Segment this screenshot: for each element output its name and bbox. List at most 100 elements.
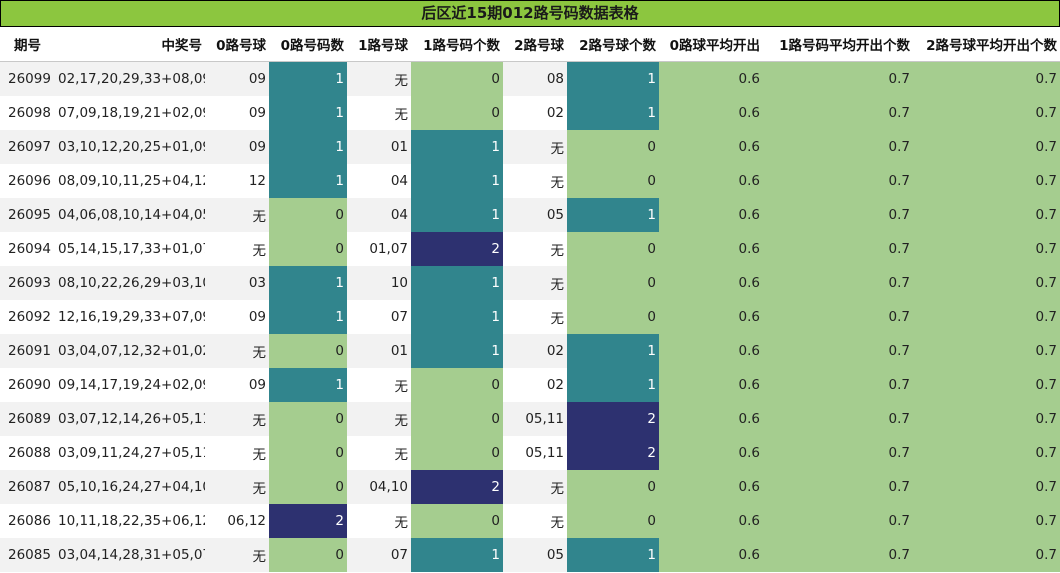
- route1-average-cell: 0.7: [763, 96, 913, 130]
- table-row: 26089 03,07,12,14,26+05,11 无 0 无 0 05,11 2 0.6 0.…: [0, 402, 1060, 436]
- header-route2-average: 2路号球平均开出个数: [913, 27, 1060, 62]
- issue-cell: 26090: [0, 368, 55, 402]
- route0-count-cell: 1: [269, 266, 347, 300]
- route0-average-cell: 0.6: [659, 436, 763, 470]
- route2-count-cell: 0: [567, 470, 659, 504]
- route2-balls-cell: 02: [503, 96, 567, 130]
- table-row: 26095 04,06,08,10,14+04,05 无 0 04 1 05 1 0.6 0.7 0…: [0, 198, 1060, 232]
- route0-count-cell: 1: [269, 61, 347, 96]
- route1-count-cell: 1: [411, 164, 503, 198]
- route2-balls-cell: 无: [503, 266, 567, 300]
- route0-balls-cell: 无: [205, 334, 269, 368]
- route1-average-cell: 0.7: [763, 266, 913, 300]
- table-row: 26088 03,09,11,24,27+05,11 无 0 无 0 05,11 2 0.6 0.…: [0, 436, 1060, 470]
- table-row: 26098 07,09,18,19,21+02,09 09 1 无 0 02 1 0.6 0.7 0…: [0, 96, 1060, 130]
- header-route0-average: 0路球平均开出: [659, 27, 763, 62]
- table-row: 26097 03,10,12,20,25+01,09 09 1 01 1 无 0 0.6 0.7 0…: [0, 130, 1060, 164]
- route0-balls-cell: 09: [205, 61, 269, 96]
- route1-count-cell: 1: [411, 300, 503, 334]
- table-row: 26091 03,04,07,12,32+01,02 无 0 01 1 02 1 0.6 0.7 0…: [0, 334, 1060, 368]
- route0-average-cell: 0.6: [659, 61, 763, 96]
- route1-average-cell: 0.7: [763, 300, 913, 334]
- route2-average-cell: 0.7: [913, 61, 1060, 96]
- route2-count-cell: 0: [567, 300, 659, 334]
- route2-count-cell: 0: [567, 266, 659, 300]
- route1-count-cell: 0: [411, 504, 503, 538]
- route0-count-cell: 0: [269, 538, 347, 572]
- header-route2-balls: 2路号球: [503, 27, 567, 62]
- route0-average-cell: 0.6: [659, 402, 763, 436]
- winning-numbers-cell: 03,07,12,14,26+05,11: [55, 402, 205, 436]
- winning-numbers-cell: 02,17,20,29,33+08,09: [55, 61, 205, 96]
- route1-balls-cell: 无: [347, 61, 411, 96]
- route0-count-cell: 0: [269, 198, 347, 232]
- winning-numbers-cell: 08,09,10,11,25+04,12: [55, 164, 205, 198]
- route1-count-cell: 0: [411, 96, 503, 130]
- route1-average-cell: 0.7: [763, 368, 913, 402]
- route2-count-cell: 1: [567, 368, 659, 402]
- table-body: 26099 02,17,20,29,33+08,09 09 1 无 0 08 1 0.6 0.7 0…: [0, 61, 1060, 572]
- route0-average-cell: 0.6: [659, 198, 763, 232]
- route0-count-cell: 0: [269, 232, 347, 266]
- route2-average-cell: 0.7: [913, 96, 1060, 130]
- route2-balls-cell: 无: [503, 470, 567, 504]
- route0-balls-cell: 无: [205, 436, 269, 470]
- route0-count-cell: 0: [269, 402, 347, 436]
- route0-average-cell: 0.6: [659, 232, 763, 266]
- route1-count-cell: 0: [411, 402, 503, 436]
- route0-average-cell: 0.6: [659, 130, 763, 164]
- route0-average-cell: 0.6: [659, 266, 763, 300]
- route2-average-cell: 0.7: [913, 538, 1060, 572]
- header-winning-numbers: 中奖号: [55, 27, 205, 62]
- header-route2-count: 2路号球个数: [567, 27, 659, 62]
- route1-count-cell: 2: [411, 470, 503, 504]
- route1-count-cell: 2: [411, 232, 503, 266]
- table-row: 26096 08,09,10,11,25+04,12 12 1 04 1 无 0 0.6 0.7 0…: [0, 164, 1060, 198]
- route2-average-cell: 0.7: [913, 334, 1060, 368]
- route2-balls-cell: 无: [503, 300, 567, 334]
- route1-count-cell: 1: [411, 334, 503, 368]
- route1-balls-cell: 10: [347, 266, 411, 300]
- route1-average-cell: 0.7: [763, 164, 913, 198]
- route1-average-cell: 0.7: [763, 436, 913, 470]
- route-012-table: 期号 中奖号 0路号球 0路号码数 1路号球 1路号码个数 2路号球 2路号球个数 0路球平均开…: [0, 27, 1060, 572]
- route2-count-cell: 1: [567, 538, 659, 572]
- route2-average-cell: 0.7: [913, 470, 1060, 504]
- issue-cell: 26091: [0, 334, 55, 368]
- route0-balls-cell: 无: [205, 232, 269, 266]
- route2-count-cell: 0: [567, 504, 659, 538]
- table-row: 26093 08,10,22,26,29+03,10 03 1 10 1 无 0 0.6 0.7 0…: [0, 266, 1060, 300]
- winning-numbers-cell: 03,04,07,12,32+01,02: [55, 334, 205, 368]
- table-row: 26085 03,04,14,28,31+05,07 无 0 07 1 05 1 0.6 0.7 0…: [0, 538, 1060, 572]
- route1-average-cell: 0.7: [763, 61, 913, 96]
- header-route0-balls: 0路号球: [205, 27, 269, 62]
- route2-balls-cell: 08: [503, 61, 567, 96]
- issue-cell: 26088: [0, 436, 55, 470]
- route0-balls-cell: 无: [205, 470, 269, 504]
- winning-numbers-cell: 05,14,15,17,33+01,07: [55, 232, 205, 266]
- route1-average-cell: 0.7: [763, 504, 913, 538]
- route0-count-cell: 1: [269, 368, 347, 402]
- route0-count-cell: 1: [269, 300, 347, 334]
- winning-numbers-cell: 09,14,17,19,24+02,09: [55, 368, 205, 402]
- route2-average-cell: 0.7: [913, 368, 1060, 402]
- route2-count-cell: 0: [567, 130, 659, 164]
- winning-numbers-cell: 03,09,11,24,27+05,11: [55, 436, 205, 470]
- route1-average-cell: 0.7: [763, 198, 913, 232]
- table-row: 26094 05,14,15,17,33+01,07 无 0 01,07 2 无 0 0.6 0.…: [0, 232, 1060, 266]
- route1-average-cell: 0.7: [763, 538, 913, 572]
- route1-balls-cell: 04: [347, 164, 411, 198]
- route0-balls-cell: 09: [205, 130, 269, 164]
- route0-average-cell: 0.6: [659, 470, 763, 504]
- issue-cell: 26098: [0, 96, 55, 130]
- route0-count-cell: 0: [269, 470, 347, 504]
- route2-average-cell: 0.7: [913, 164, 1060, 198]
- route0-balls-cell: 无: [205, 538, 269, 572]
- route2-count-cell: 1: [567, 334, 659, 368]
- table-header-row: 期号 中奖号 0路号球 0路号码数 1路号球 1路号码个数 2路号球 2路号球个数 0路球平均开…: [0, 27, 1060, 62]
- winning-numbers-cell: 03,04,14,28,31+05,07: [55, 538, 205, 572]
- route1-balls-cell: 无: [347, 504, 411, 538]
- route2-balls-cell: 05,11: [503, 402, 567, 436]
- route2-count-cell: 1: [567, 61, 659, 96]
- route1-balls-cell: 01: [347, 130, 411, 164]
